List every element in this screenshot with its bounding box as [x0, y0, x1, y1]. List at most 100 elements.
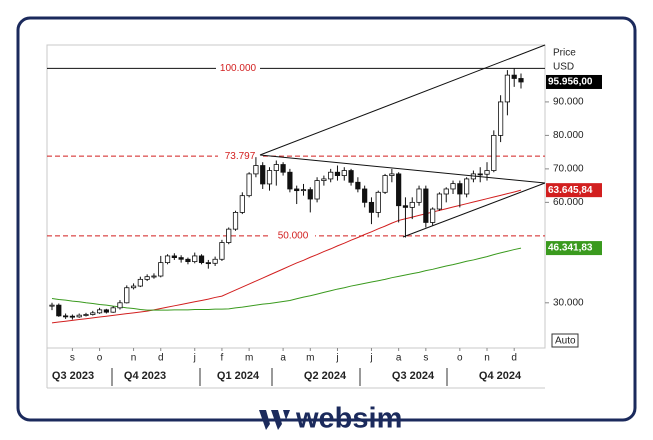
brand: websim [295, 403, 402, 435]
candle-body [260, 165, 266, 185]
candle-body [287, 171, 293, 190]
y-tick-label: 80.000 [553, 130, 584, 141]
plot-area [46, 44, 546, 349]
candle-body [498, 101, 504, 136]
candle-body [368, 201, 375, 213]
candle-body [321, 178, 327, 181]
candle-body [103, 309, 109, 313]
candle-body [300, 189, 307, 192]
candle-body [212, 258, 218, 264]
level-label: 50.000 [278, 230, 309, 241]
candle-body [205, 262, 211, 265]
candle-body [130, 285, 137, 289]
candle-body [185, 258, 191, 263]
x-tick-label: j [193, 353, 196, 364]
candle-body [280, 164, 286, 173]
candle-body [76, 314, 82, 318]
x-tick-label: a [280, 353, 286, 364]
candle-body [246, 173, 252, 197]
candle-body [164, 255, 171, 264]
level-label: 100.000 [220, 63, 257, 74]
y-tick-label: 90.000 [553, 97, 584, 108]
candle-body [69, 315, 75, 318]
moving-average [51, 247, 522, 311]
candle-body [409, 201, 415, 208]
scale-mode[interactable]: Auto [555, 336, 576, 347]
last-value-box [546, 241, 602, 256]
candle-body [198, 255, 205, 264]
quarter-label: Q2 2024 [304, 370, 347, 382]
level-label-bg [216, 62, 260, 75]
candle-body [151, 275, 157, 278]
x-tick-label: n [484, 353, 490, 364]
x-tick-label: n [131, 353, 137, 364]
candle-body [239, 195, 245, 213]
candle-body [375, 191, 381, 213]
last-value-label: 95.956,00 [548, 77, 593, 88]
candle-body [294, 188, 300, 192]
x-tick-label: d [511, 353, 517, 364]
candle-body [389, 173, 395, 176]
candle-body [56, 304, 62, 317]
candle-body [328, 171, 334, 180]
candle-body [355, 181, 361, 190]
y-tick-label: 30.000 [553, 297, 584, 308]
candle-body [436, 193, 443, 210]
candle-body [124, 287, 130, 304]
candle-body [382, 175, 388, 193]
axis-unit: USD [553, 62, 574, 73]
candle-body [348, 170, 354, 183]
last-value-label: 63.645,84 [548, 185, 593, 196]
frame [16, 16, 637, 422]
candle-body [158, 262, 164, 277]
quarter-label: Q4 2023 [124, 370, 166, 382]
candle-body [49, 304, 55, 307]
logo: websim [259, 403, 402, 435]
candle-body [178, 257, 184, 260]
candle-body [504, 74, 511, 103]
candle-body [307, 189, 313, 200]
candle-body [491, 134, 497, 171]
x-tick-label: a [396, 353, 402, 364]
quarter-label: Q1 2024 [217, 370, 260, 382]
last-value-label: 46.341,83 [548, 243, 593, 254]
x-tick-label: f [221, 353, 224, 364]
candle-body [484, 170, 490, 175]
candle-body [334, 171, 341, 176]
candle-body [266, 170, 273, 185]
candle-body [226, 228, 232, 243]
x-tick-label: s [423, 353, 428, 364]
quarter-label: Q3 2023 [52, 370, 94, 382]
level-label-bg [271, 229, 315, 242]
candle-body [457, 183, 463, 195]
logo-icon [259, 410, 290, 430]
candle-body [450, 183, 456, 190]
candle-body [464, 178, 470, 195]
candle-body [477, 173, 483, 176]
candle-body [171, 255, 177, 259]
scale-button[interactable] [551, 333, 579, 348]
candle-body [518, 78, 524, 83]
chart: 30.000 60.000 70.000 80.000 90.000 s o n d j f m a m j… [47, 62, 602, 386]
candle-body [232, 212, 239, 230]
candle-body [273, 164, 279, 171]
candle-body [416, 188, 422, 203]
candle-body [396, 173, 402, 207]
quarter-label: Q4 2024 [479, 370, 522, 382]
last-value-box [546, 183, 602, 198]
x-tick-label: j [369, 353, 372, 364]
candle-body [253, 165, 259, 175]
level-label-bg [218, 150, 262, 163]
x-tick-label: j [335, 353, 338, 364]
y-tick-label: 70.000 [553, 164, 584, 175]
candle-body [144, 276, 150, 280]
x-tick-label: d [158, 353, 164, 364]
candle-body [443, 188, 449, 195]
candle-body [96, 309, 103, 314]
x-tick-label: o [457, 353, 463, 364]
quarter-label: Q3 2024 [392, 370, 435, 382]
axis-title: Price [553, 48, 576, 59]
moving-average [51, 189, 522, 324]
trend-line [402, 182, 546, 238]
